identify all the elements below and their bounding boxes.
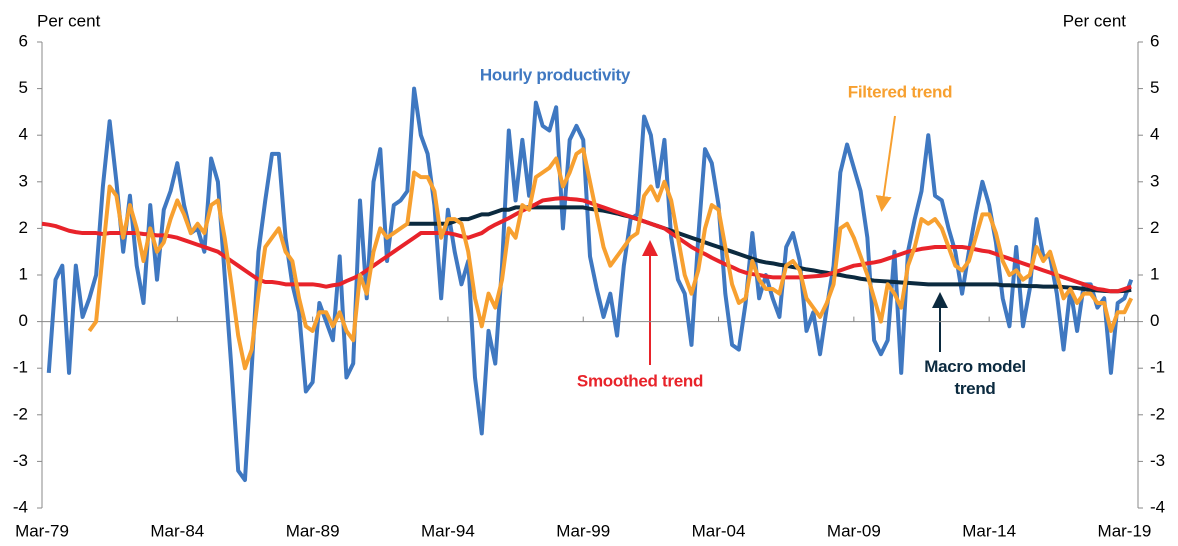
x-tick-label: Mar-99 (556, 521, 610, 540)
x-tick-label: Mar-14 (962, 521, 1016, 540)
y2-tick-label: 4 (1150, 125, 1159, 144)
y-tick-label: 6 (19, 31, 28, 50)
x-tick-label: Mar-94 (421, 521, 475, 540)
y2-tick-label: 1 (1150, 264, 1159, 283)
y-tick-label: 3 (19, 171, 28, 190)
series-line (87, 147, 1134, 371)
y2-tick-label: 3 (1150, 171, 1159, 190)
y-tick-label: -3 (13, 451, 28, 470)
annotation-arrow (875, 115, 896, 212)
y-axis-label: Per cent (37, 11, 101, 30)
y2-tick-label: 6 (1150, 31, 1159, 50)
y-tick-label: -1 (13, 358, 28, 377)
x-tick-label: Mar-19 (1098, 521, 1152, 540)
series-label: Hourly productivity (480, 65, 631, 84)
series-label: Macro model trend (924, 357, 1026, 398)
y2-tick-label: -3 (1150, 451, 1165, 470)
y-tick-label: 2 (19, 218, 28, 237)
x-tick-label: Mar-79 (15, 521, 69, 540)
y-tick-label: 1 (19, 264, 28, 283)
y-tick-label: -2 (13, 404, 28, 423)
series-label: Smoothed trend (577, 371, 703, 390)
y-tick-label: 0 (19, 311, 28, 330)
x-tick-label: Mar-84 (150, 521, 204, 540)
x-tick-label: Mar-04 (692, 521, 746, 540)
y-tick-label: 4 (19, 125, 28, 144)
y2-tick-label: 5 (1150, 78, 1159, 97)
y2-tick-label: -4 (1150, 497, 1165, 516)
series-label: Filtered trend (848, 82, 952, 101)
x-tick-label: Mar-09 (827, 521, 881, 540)
y2-tick-label: 2 (1150, 218, 1159, 237)
x-tick-label: Mar-89 (286, 521, 340, 540)
y2-tick-label: -1 (1150, 358, 1165, 377)
y-tick-label: -4 (13, 497, 28, 516)
y2-tick-label: 0 (1150, 311, 1159, 330)
series-line (46, 86, 1134, 483)
y-tick-label: 5 (19, 78, 28, 97)
y2-tick-label: -2 (1150, 404, 1165, 423)
y2-axis-label: Per cent (1063, 11, 1127, 30)
